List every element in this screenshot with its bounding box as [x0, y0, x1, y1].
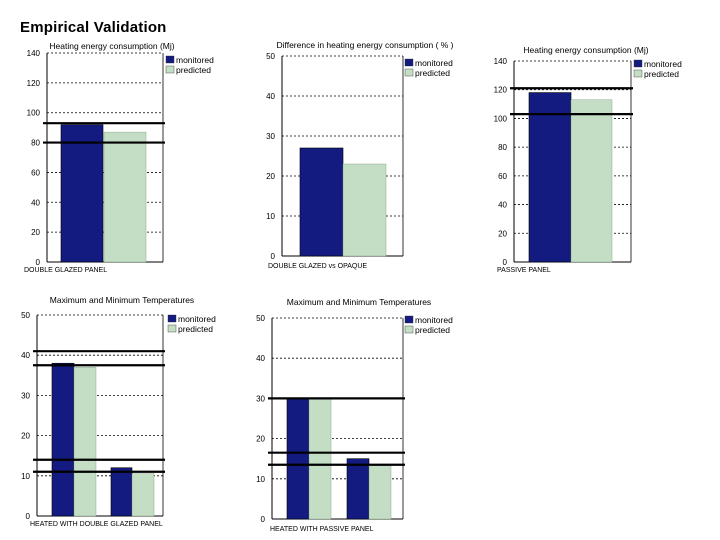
y-tick-label: 40	[256, 354, 265, 363]
legend-label-monitored: monitored	[176, 55, 214, 65]
chart-title: Heating energy consumption (Mj)	[49, 41, 174, 51]
x-axis-label: HEATED WITH PASSIVE PANEL	[270, 526, 374, 533]
legend-label-monitored: monitored	[178, 314, 216, 324]
bar-monitored	[346, 458, 370, 520]
y-tick-label: 10	[21, 472, 30, 481]
bar-predicted	[103, 131, 147, 263]
bar-monitored	[60, 124, 104, 263]
x-axis-label: DOUBLE GLAZED vs OPAQUE	[268, 263, 367, 270]
bar-monitored	[299, 147, 344, 257]
y-tick-label: 0	[36, 258, 41, 267]
y-tick-label: 100	[27, 109, 41, 118]
x-axis-label: PASSIVE PANEL	[497, 267, 551, 274]
legend-swatch-monitored	[167, 314, 177, 323]
chart-title: Maximum and Minimum Temperatures	[287, 297, 431, 307]
y-tick-label: 40	[21, 351, 30, 360]
bar-monitored	[528, 92, 572, 263]
legend-label-monitored: monitored	[415, 58, 453, 68]
y-tick-label: 30	[266, 132, 275, 141]
bar-predicted	[308, 398, 332, 520]
legend-label-predicted: predicted	[644, 69, 679, 79]
chart-title: Difference in heating energy consumption…	[276, 40, 453, 50]
chart-title: Maximum and Minimum Temperatures	[50, 295, 194, 305]
y-tick-label: 60	[498, 172, 507, 181]
bar-predicted	[73, 367, 97, 517]
legend-label-predicted: predicted	[178, 324, 213, 334]
x-axis-label: DOUBLE GLAZED PANEL	[24, 267, 107, 274]
legend-label-monitored: monitored	[644, 59, 682, 69]
y-tick-label: 0	[503, 258, 508, 267]
y-tick-label: 140	[494, 57, 508, 66]
chart-title: Heating energy consumption (Mj)	[523, 45, 648, 55]
legend-swatch-monitored	[404, 315, 414, 324]
y-tick-label: 30	[21, 391, 30, 400]
bar-predicted	[368, 464, 392, 520]
y-tick-label: 10	[256, 475, 265, 484]
legend-swatch-predicted	[404, 68, 414, 77]
y-tick-label: 40	[266, 92, 275, 101]
legend-swatch-predicted	[167, 324, 177, 333]
y-tick-label: 20	[498, 229, 507, 238]
y-tick-label: 0	[271, 252, 276, 261]
bar-monitored	[286, 398, 310, 520]
legend-label-predicted: predicted	[176, 65, 211, 75]
y-tick-label: 140	[27, 49, 41, 58]
legend-label-monitored: monitored	[415, 315, 453, 325]
y-tick-label: 20	[31, 228, 40, 237]
legend-swatch-monitored	[165, 55, 175, 64]
y-tick-label: 10	[266, 212, 275, 221]
legend-label-predicted: predicted	[415, 325, 450, 335]
y-tick-label: 60	[31, 168, 40, 177]
y-tick-label: 40	[498, 201, 507, 210]
y-tick-label: 80	[498, 143, 507, 152]
slide-title: Empirical Validation	[20, 19, 167, 36]
y-tick-label: 120	[27, 79, 41, 88]
y-tick-label: 50	[21, 311, 30, 320]
legend-swatch-monitored	[404, 58, 414, 67]
legend-swatch-monitored	[633, 59, 643, 68]
y-tick-label: 20	[266, 172, 275, 181]
bar-predicted	[131, 473, 155, 517]
legend-label-predicted: predicted	[415, 68, 450, 78]
y-tick-label: 80	[31, 139, 40, 148]
y-tick-label: 20	[256, 435, 265, 444]
x-axis-label: HEATED WITH DOUBLE GLAZED PANEL	[30, 521, 163, 528]
y-tick-label: 50	[256, 314, 265, 323]
legend-swatch-predicted	[404, 325, 414, 334]
bar-predicted	[342, 163, 387, 257]
y-tick-label: 0	[261, 515, 266, 524]
y-tick-label: 30	[256, 394, 265, 403]
y-tick-label: 50	[266, 52, 275, 61]
y-tick-label: 0	[26, 512, 31, 521]
y-tick-label: 120	[494, 86, 508, 95]
y-tick-label: 100	[494, 114, 508, 123]
y-tick-label: 20	[21, 432, 30, 441]
bar-predicted	[570, 99, 613, 263]
legend-swatch-predicted	[165, 65, 175, 74]
y-tick-label: 40	[31, 198, 40, 207]
legend-swatch-predicted	[633, 69, 643, 78]
